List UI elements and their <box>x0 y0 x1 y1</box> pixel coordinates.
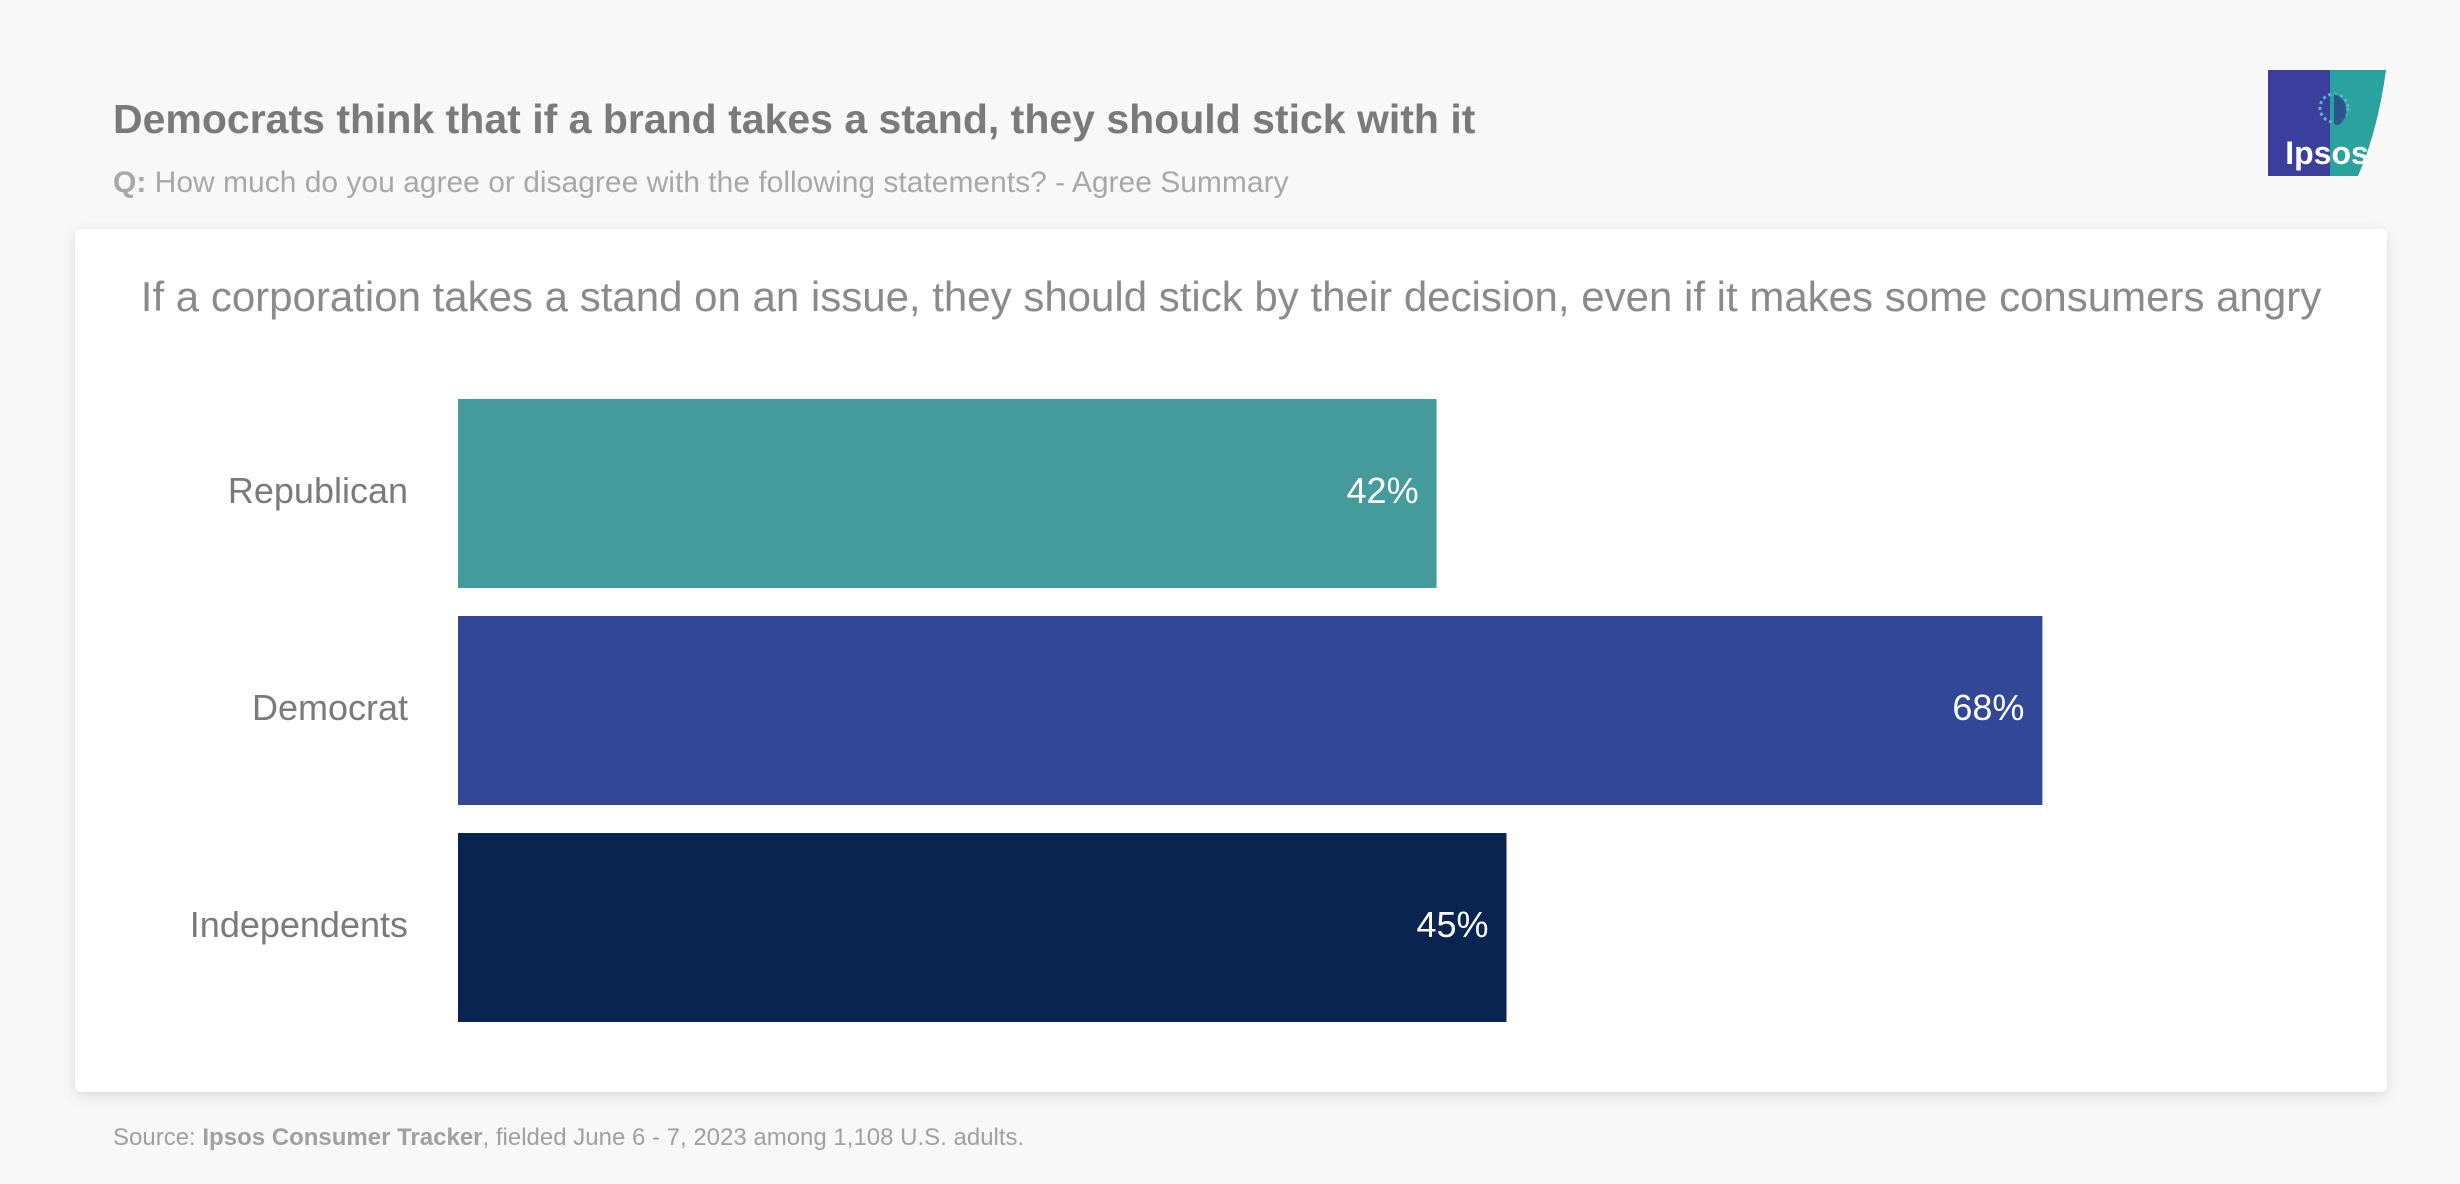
bar-democrat <box>458 616 2043 805</box>
data-label-democrat: 68% <box>1952 687 2024 728</box>
ipsos-logo-icon: Ipsos <box>2268 70 2386 176</box>
source-details: , fielded June 6 - 7, 2023 among 1,108 U… <box>482 1124 1025 1151</box>
source-footer: Source: Ipsos Consumer Tracker, fielded … <box>113 1124 1024 1152</box>
data-label-republican: 42% <box>1347 470 1419 511</box>
bar-chart: Republican 42% Democrat 68% Independents 45% <box>190 399 2043 1022</box>
chart-title: If a corporation takes a stand on an iss… <box>140 273 2322 320</box>
source-prefix: Source: <box>113 1124 196 1151</box>
question-text: How much do you agree or disagree with t… <box>154 166 1289 199</box>
category-label-republican: Republican <box>228 470 408 511</box>
question-prefix: Q: <box>113 166 147 199</box>
page-title: Democrats think that if a brand takes a … <box>113 96 1476 142</box>
source-name: Ipsos Consumer Tracker <box>202 1124 483 1151</box>
bar-republican <box>458 399 1437 588</box>
logo-text: Ipsos <box>2285 135 2369 171</box>
category-label-democrat: Democrat <box>252 687 408 728</box>
chart-card: If a corporation takes a stand on an iss… <box>75 229 2387 1092</box>
category-label-independents: Independents <box>190 904 408 945</box>
question-line: Q: How much do you agree or disagree wit… <box>113 166 1289 200</box>
bar-independents <box>458 833 1507 1022</box>
data-label-independents: 45% <box>1416 904 1488 945</box>
